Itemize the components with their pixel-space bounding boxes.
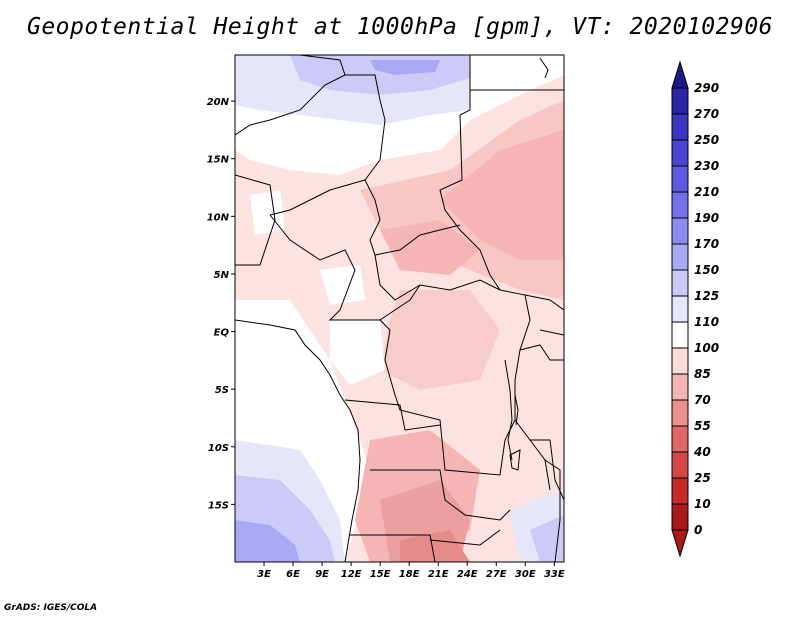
lat-tick-label: 15N: [207, 155, 230, 166]
colorbar-label: 170: [694, 237, 719, 251]
lat-tick-label: 10S: [208, 443, 229, 454]
colorbar-swatch: [671, 243, 689, 271]
lon-tick-label: 12E: [341, 569, 362, 580]
latitude-axis: 20N 15N 10N 5N EQ 5S 10S 15S: [207, 97, 235, 511]
map-frame: [234, 54, 565, 563]
colorbar-label: 125: [694, 289, 719, 303]
colorbar-swatch: [671, 165, 689, 193]
lon-tick-label: 15E: [370, 569, 391, 580]
lon-tick-label: 9E: [315, 569, 329, 580]
lon-tick-label: 6E: [286, 569, 300, 580]
colorbar: 2902702502302101901701501251101008570554…: [671, 60, 719, 558]
colorbar-cap-bottom: [671, 529, 689, 558]
lat-tick-label: 15S: [208, 500, 229, 511]
colorbar-label: 250: [694, 133, 719, 147]
colorbar-label: 85: [694, 367, 711, 381]
lon-tick-label: 33E: [544, 569, 565, 580]
colorbar-label: 100: [694, 341, 719, 355]
lat-tick-label: 20N: [207, 97, 230, 108]
lon-tick-label: 21E: [428, 569, 449, 580]
colorbar-swatch: [671, 347, 689, 375]
colorbar-label: 0: [694, 523, 702, 537]
colorbar-swatch: [671, 87, 689, 115]
colorbar-swatch: [671, 477, 689, 505]
colorbar-label: 40: [693, 445, 711, 459]
lon-tick-label: 18E: [399, 569, 420, 580]
lat-tick-label: EQ: [214, 328, 230, 339]
colorbar-label: 290: [694, 81, 719, 95]
chart-title: Geopotential Height at 1000hPa [gpm], VT…: [26, 14, 774, 40]
colorbar-label: 10: [694, 497, 711, 511]
colorbar-label: 25: [694, 471, 711, 485]
lat-tick-label: 10N: [207, 212, 230, 223]
height-field: [235, 55, 564, 562]
colorbar-swatch: [671, 295, 689, 323]
lon-tick-label: 3E: [257, 569, 271, 580]
colorbar-swatch: [671, 373, 689, 401]
lat-tick-label: 5S: [215, 385, 229, 396]
colorbar-swatch: [671, 139, 689, 167]
lat-tick-label: 5N: [214, 270, 230, 281]
colorbar-label: 70: [694, 393, 711, 407]
colorbar-label: 210: [694, 185, 719, 199]
footer-credit: GrADS: IGES/COLA: [4, 603, 98, 613]
colorbar-swatch: [671, 269, 689, 297]
colorbar-swatch: [671, 321, 689, 349]
colorbar-label: 190: [694, 211, 719, 225]
colorbar-label: 270: [694, 107, 719, 121]
country-borders: [235, 55, 564, 562]
colorbar-swatch: [671, 503, 689, 531]
colorbar-swatch: [671, 217, 689, 245]
longitude-axis: 3E 6E 9E 12E 15E 18E 21E 24E 27E 30E 33E: [257, 562, 565, 580]
colorbar-cap-top: [671, 60, 689, 89]
lon-tick-label: 30E: [515, 569, 536, 580]
colorbar-swatch: [671, 113, 689, 141]
colorbar-label: 230: [694, 159, 719, 173]
map-plot: [234, 54, 565, 563]
colorbar-swatch: [671, 399, 689, 427]
lon-tick-label: 27E: [486, 569, 507, 580]
lon-tick-label: 24E: [457, 569, 478, 580]
colorbar-swatch: [671, 451, 689, 479]
colorbar-label: 55: [694, 419, 711, 433]
colorbar-label: 110: [694, 315, 719, 329]
colorbar-swatch: [671, 425, 689, 453]
colorbar-label: 150: [694, 263, 719, 277]
colorbar-swatch: [671, 191, 689, 219]
